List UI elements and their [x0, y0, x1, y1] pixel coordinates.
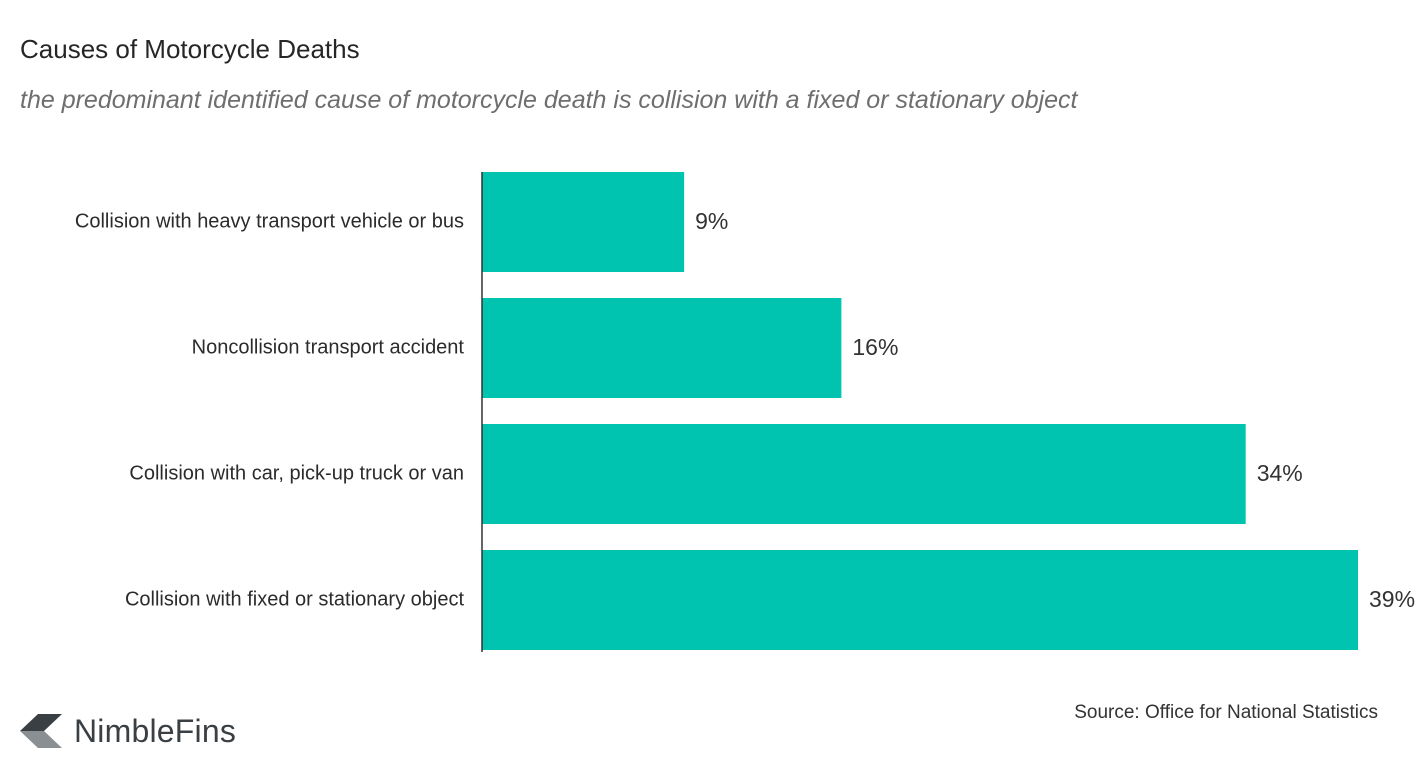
value-label: 9% — [695, 208, 728, 234]
bar — [482, 550, 1358, 650]
value-label: 16% — [852, 334, 898, 360]
bar — [482, 172, 685, 272]
category-label: Collision with heavy transport vehicle o… — [75, 210, 464, 232]
category-label: Collision with fixed or stationary objec… — [125, 588, 464, 610]
value-label: 34% — [1257, 460, 1303, 486]
value-label: 39% — [1369, 586, 1415, 612]
brand-logo: NimbleFins — [20, 712, 236, 750]
chart-subtitle: the predominant identified cause of moto… — [20, 86, 1078, 114]
source-note: Source: Office for National Statistics — [1074, 702, 1378, 723]
bar-chart: Collision with heavy transport vehicle o… — [75, 172, 1415, 652]
bars-layer: Collision with heavy transport vehicle o… — [75, 172, 1415, 650]
category-label: Collision with car, pick-up truck or van — [129, 462, 464, 484]
bar — [482, 298, 842, 398]
brand-name: NimbleFins — [74, 712, 237, 749]
bar — [482, 424, 1246, 524]
chart-title: Causes of Motorcycle Deaths — [20, 34, 360, 64]
nimblefins-logo-icon — [20, 714, 62, 748]
category-label: Noncollision transport accident — [192, 336, 465, 358]
